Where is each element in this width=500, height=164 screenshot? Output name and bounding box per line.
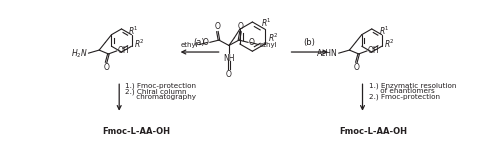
Text: O: O bbox=[103, 63, 109, 72]
Text: 2.) Fmoc-protection: 2.) Fmoc-protection bbox=[368, 94, 440, 100]
Text: OH: OH bbox=[368, 46, 380, 55]
Text: Fmoc-L-AA-OH: Fmoc-L-AA-OH bbox=[340, 127, 407, 136]
Text: ethyl: ethyl bbox=[260, 42, 278, 48]
Text: ethyl: ethyl bbox=[180, 42, 198, 48]
Text: chromatography: chromatography bbox=[126, 94, 196, 100]
Text: $R^1$: $R^1$ bbox=[128, 25, 140, 37]
Text: O: O bbox=[214, 22, 220, 31]
Text: 1.) Fmoc-protection: 1.) Fmoc-protection bbox=[126, 83, 196, 89]
Text: $R^2$: $R^2$ bbox=[384, 37, 395, 50]
Text: $R^1$: $R^1$ bbox=[378, 25, 390, 37]
Text: $R^2$: $R^2$ bbox=[134, 37, 144, 50]
Text: O: O bbox=[354, 63, 360, 72]
Text: $R^1$: $R^1$ bbox=[261, 17, 272, 29]
Text: $H_2N$: $H_2N$ bbox=[70, 48, 88, 60]
Text: O: O bbox=[238, 22, 244, 31]
Text: Fmoc-L-AA-OH: Fmoc-L-AA-OH bbox=[102, 127, 170, 136]
Text: (a): (a) bbox=[194, 38, 205, 47]
Text: O: O bbox=[249, 38, 255, 47]
Text: (b): (b) bbox=[304, 38, 316, 47]
Text: OH: OH bbox=[118, 46, 130, 55]
Text: of enantiomers: of enantiomers bbox=[368, 88, 434, 94]
Text: 1.) Enzymatic resolution: 1.) Enzymatic resolution bbox=[368, 83, 456, 89]
Text: O: O bbox=[226, 70, 232, 79]
Text: $R^2$: $R^2$ bbox=[268, 32, 278, 44]
Text: NH: NH bbox=[223, 54, 234, 63]
Text: AcHN: AcHN bbox=[317, 49, 338, 58]
Text: 2.) Chiral column: 2.) Chiral column bbox=[126, 88, 187, 95]
Text: O: O bbox=[203, 38, 209, 47]
